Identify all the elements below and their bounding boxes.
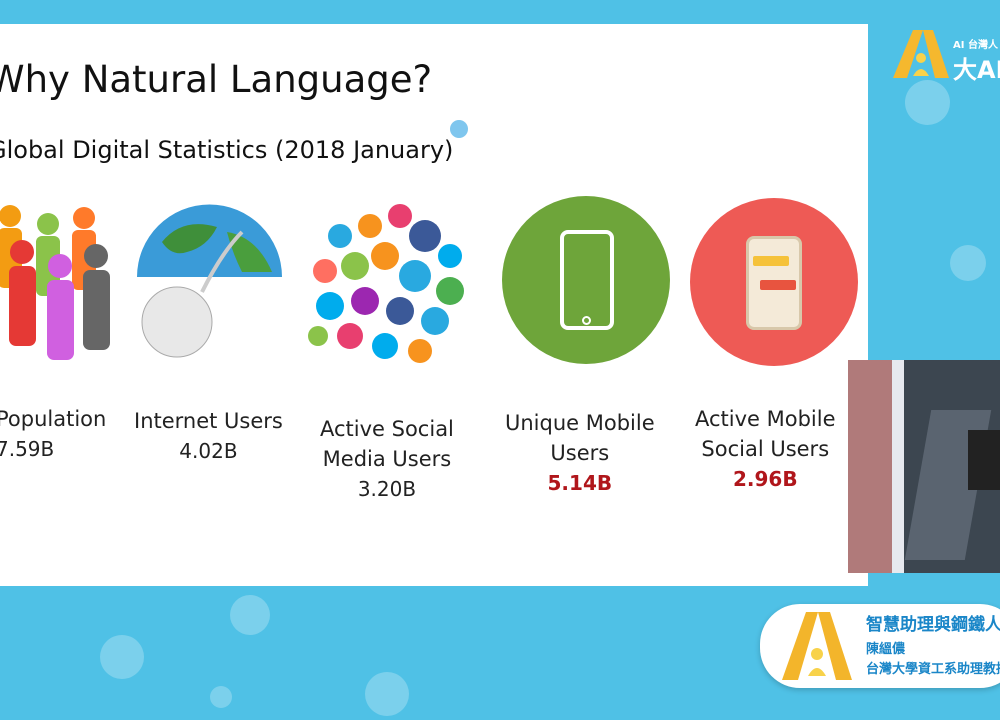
lecture-banner: 智慧助理與鋼鐵人 陳縕儂 台灣大學資工系助理教授 bbox=[760, 604, 1000, 688]
stat-label-line2: Media Users bbox=[322, 447, 452, 471]
a-logo-icon bbox=[782, 612, 852, 680]
logo-small-text: AI 台灣人 bbox=[953, 40, 998, 51]
speaker-video bbox=[848, 360, 1000, 573]
stat-label-line2: Social Users bbox=[701, 437, 830, 461]
smartphone-icon bbox=[502, 196, 670, 364]
stat-value: 7.59B bbox=[0, 437, 55, 461]
stat-value: 2.96B bbox=[732, 467, 798, 491]
stat-unique-mobile-users: Unique Mobile Users 5.14B bbox=[505, 408, 655, 498]
stat-value: 3.20B bbox=[357, 477, 417, 501]
channel-logo: AI 台灣人 大AI bbox=[893, 30, 1000, 84]
stat-internet-users: Internet Users 4.02B bbox=[134, 406, 283, 466]
decor-dot bbox=[450, 120, 468, 138]
globe-mouse-icon bbox=[137, 204, 282, 358]
chat-phone-icon bbox=[690, 198, 858, 366]
stat-label-line2: Users bbox=[550, 441, 610, 465]
presentation-slide: Why Natural Language? Global Digital Sta… bbox=[0, 24, 868, 586]
stat-label: Internet Users bbox=[134, 409, 283, 433]
stat-label: Population bbox=[0, 407, 107, 431]
stat-population: Population 7.59B bbox=[0, 404, 106, 464]
social-icons-cluster bbox=[308, 204, 464, 363]
slide-title: Why Natural Language? bbox=[0, 58, 433, 101]
stat-label-line1: Unique Mobile bbox=[505, 411, 655, 435]
slide-subtitle: Global Digital Statistics (2018 January) bbox=[0, 136, 454, 164]
stat-label-line1: Active Social bbox=[320, 417, 454, 441]
course-title: 智慧助理與鋼鐵人 bbox=[866, 615, 1000, 635]
stat-active-social-media-users: Active Social Media Users 3.20B bbox=[320, 414, 454, 504]
stat-value: 4.02B bbox=[179, 439, 238, 463]
people-icon bbox=[0, 205, 110, 360]
stat-active-mobile-social-users: Active Mobile Social Users 2.96B bbox=[695, 404, 836, 494]
a-logo-icon bbox=[893, 30, 949, 78]
speaker-name: 陳縕儂 bbox=[866, 642, 906, 657]
speaker-title: 台灣大學資工系助理教授 bbox=[866, 662, 1000, 677]
stat-label-line1: Active Mobile bbox=[695, 407, 836, 431]
logo-text: 大AI bbox=[953, 56, 1000, 84]
stat-value: 5.14B bbox=[547, 471, 613, 495]
